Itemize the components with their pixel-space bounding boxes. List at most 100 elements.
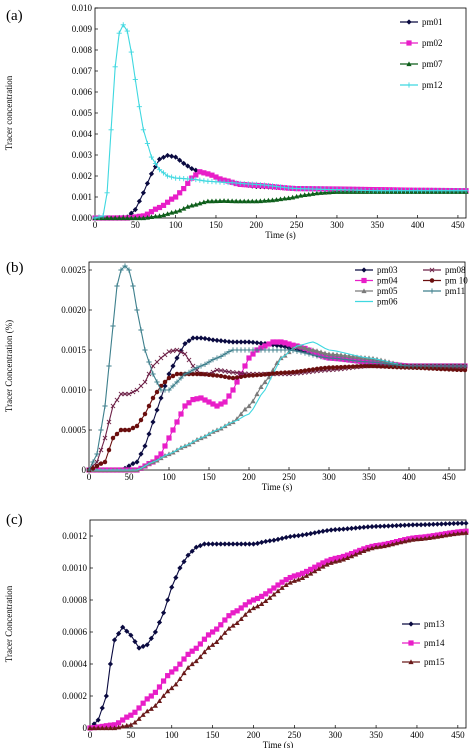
y-tick-label: 0.008 xyxy=(72,45,93,55)
data-point xyxy=(116,30,122,36)
data-point xyxy=(234,541,240,547)
data-point xyxy=(134,459,140,465)
data-point xyxy=(238,339,244,345)
legend-label: pm02 xyxy=(422,38,443,48)
data-point xyxy=(257,198,263,204)
data-point xyxy=(210,541,216,547)
data-point xyxy=(142,443,148,449)
y-tick-label: 0.006 xyxy=(72,87,93,97)
legend-marker xyxy=(361,288,367,294)
data-point xyxy=(214,626,220,632)
data-point xyxy=(166,371,172,377)
data-point xyxy=(130,389,136,395)
chart-panel-2: (c) 0 50 100 150 200 250 300 350 400 450 0 0.0002 0.0… xyxy=(4,512,469,748)
data-point xyxy=(234,608,240,614)
data-point xyxy=(316,529,322,535)
data-point xyxy=(104,215,110,221)
data-point xyxy=(166,435,172,441)
legend-marker xyxy=(408,621,414,627)
data-point xyxy=(261,198,267,203)
data-point xyxy=(152,703,158,708)
x-tick-label: 100 xyxy=(169,220,183,230)
data-point xyxy=(370,363,376,369)
data-point xyxy=(322,189,328,195)
data-point xyxy=(362,363,368,369)
legend-entry: pm01 xyxy=(400,17,443,27)
x-tick-label: 350 xyxy=(362,472,376,482)
data-point xyxy=(250,339,256,345)
data-point xyxy=(102,435,108,441)
data-point xyxy=(140,643,146,649)
x-tick-label: 400 xyxy=(410,730,424,740)
data-point xyxy=(270,371,276,376)
data-point xyxy=(316,566,322,571)
data-point xyxy=(142,379,148,385)
data-point xyxy=(205,632,212,638)
data-point xyxy=(194,396,200,402)
x-tick-label: 400 xyxy=(402,472,416,482)
data-point xyxy=(287,574,293,581)
data-point xyxy=(99,725,105,731)
data-point xyxy=(185,552,191,558)
data-point xyxy=(98,427,104,433)
data-point xyxy=(269,197,276,203)
data-point xyxy=(144,211,151,217)
data-point xyxy=(332,527,338,533)
data-point xyxy=(398,522,404,529)
data-point xyxy=(353,525,359,531)
data-point xyxy=(263,598,269,604)
data-point xyxy=(279,579,285,585)
data-point xyxy=(112,215,118,221)
data-point xyxy=(299,575,306,580)
data-point xyxy=(128,722,134,727)
data-point xyxy=(186,338,192,344)
series-pm11 xyxy=(86,263,468,473)
data-point xyxy=(226,375,232,380)
data-point xyxy=(291,573,297,579)
data-point xyxy=(265,182,272,189)
x-tick-label: 150 xyxy=(202,472,216,482)
data-point xyxy=(202,372,208,377)
series-pm14 xyxy=(87,528,469,731)
data-point xyxy=(166,387,172,393)
data-point xyxy=(350,357,356,364)
data-point xyxy=(254,340,260,346)
data-point xyxy=(316,562,322,568)
data-point xyxy=(160,212,167,218)
data-point xyxy=(190,335,196,341)
data-point xyxy=(144,708,150,714)
data-point xyxy=(160,678,167,684)
data-point xyxy=(156,204,163,211)
legend-entry: pm06 xyxy=(355,297,398,307)
data-point xyxy=(120,22,126,28)
data-point xyxy=(442,367,448,372)
data-point xyxy=(218,634,224,640)
data-point xyxy=(128,712,134,718)
data-point xyxy=(146,431,152,437)
data-point xyxy=(128,215,134,221)
data-point xyxy=(290,342,296,348)
data-point xyxy=(282,340,288,346)
data-point xyxy=(254,391,260,397)
data-point xyxy=(107,725,114,731)
data-point xyxy=(294,369,300,374)
panel-label: (c) xyxy=(6,512,23,528)
data-point xyxy=(298,368,304,374)
data-point xyxy=(124,628,130,634)
data-point xyxy=(226,613,232,619)
x-tick-label: 300 xyxy=(330,220,344,230)
y-tick-label: 0.001 xyxy=(72,192,92,202)
data-point xyxy=(374,364,380,369)
data-point xyxy=(346,364,352,370)
data-point xyxy=(346,353,352,359)
data-point xyxy=(169,153,175,159)
data-point xyxy=(152,160,159,166)
data-point xyxy=(146,403,152,409)
y-tick-label: 0.0005 xyxy=(61,425,86,435)
data-point xyxy=(146,371,152,377)
series-pm05 xyxy=(86,343,468,473)
data-point xyxy=(434,534,440,539)
data-point xyxy=(298,192,304,198)
data-point xyxy=(378,364,384,369)
data-point xyxy=(174,371,180,377)
